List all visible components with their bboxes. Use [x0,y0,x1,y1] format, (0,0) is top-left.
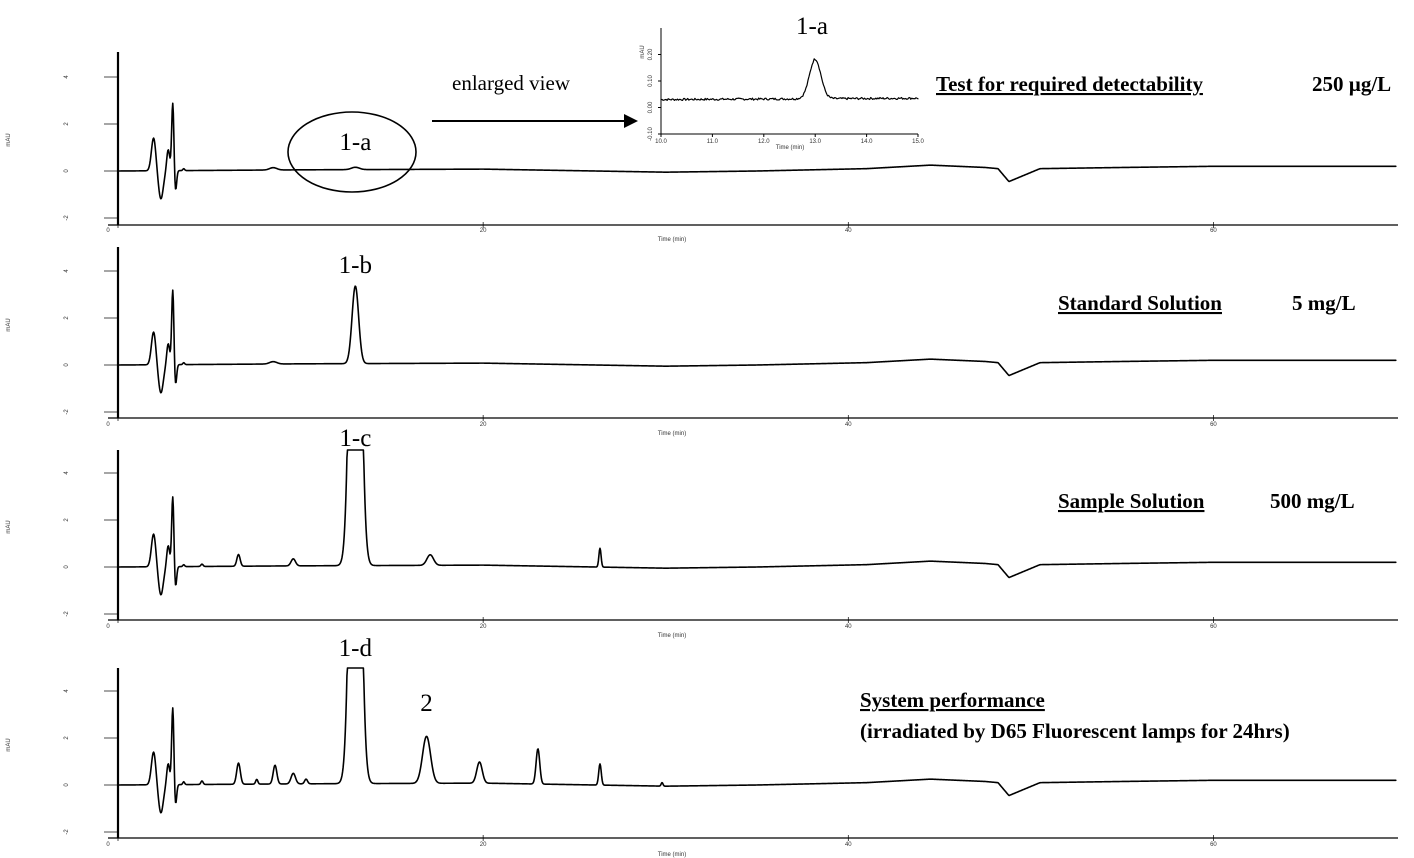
x-tick-label: 0 [106,624,110,630]
x-tick-label: 60 [1210,228,1217,234]
panel-concentration: 250 µg/L [1312,72,1391,96]
peak-1a-circle [287,111,417,193]
peak-label: 1-b [339,252,372,279]
peak-label: 1-c [339,425,371,452]
x-tick-label: 0 [106,422,110,428]
inset-y-axis-title: mAU [640,45,646,58]
x-tick-label: 0 [106,842,110,848]
panel-subtitle: (irradiated by D65 Fluorescent lamps for… [860,719,1290,743]
inset-x-tick-label: 15.0 [912,139,924,145]
inset-y-tick-label: 0.10 [648,75,654,87]
y-tick-label: 0 [64,783,70,787]
x-tick-label: 0 [106,228,110,234]
chromatogram-trace [117,102,1397,200]
y-tick-label: -2 [64,829,70,835]
panel-title: Sample Solution [1058,489,1205,513]
x-tick-label: 20 [480,228,487,234]
y-tick-label: -2 [64,611,70,617]
x-tick-label: 60 [1210,624,1217,630]
enlarged-view-arrow-head [624,114,638,128]
y-tick-label: 2 [64,736,70,740]
y-tick-label: 2 [64,518,70,522]
y-tick-label: 2 [64,122,70,126]
panel-sample: Sample Solution 500 mg/L -2 0 2 4 mAU 0 20 40 60… [6,425,1398,639]
panel-standard: Standard Solution 5 mg/L -2 0 2 4 mAU 0 20 40 60… [6,247,1398,437]
panel-title: Standard Solution [1058,291,1222,315]
x-axis-title: Time (min) [658,431,686,437]
x-tick-label: 40 [845,842,852,848]
peak-label: 1-a [339,129,371,156]
x-tick-label: 20 [480,842,487,848]
inset-x-axis-title: Time (min) [776,145,804,151]
chromatogram-trace [117,667,1397,814]
inset-x-tick-label: 13.0 [809,139,821,145]
x-axis-title: Time (min) [658,852,686,858]
panel-concentration: 5 mg/L [1292,291,1356,315]
peak-label: 1-d [339,635,373,662]
panel-concentration: 500 mg/L [1270,489,1355,513]
inset-trace [660,58,919,102]
y-tick-label: 4 [64,75,70,79]
y-axis-title: mAU [6,318,12,331]
x-tick-label: 40 [845,228,852,234]
y-axis-title: mAU [6,520,12,533]
x-tick-label: 20 [480,624,487,630]
inset-title: 1-a [796,13,828,40]
panel-detectability: Test for required detectability 250 µg/L… [6,52,1398,243]
y-axis-title: mAU [6,133,12,146]
enlarged-view-annotation: enlarged view [287,71,638,193]
chromatogram-trace [117,285,1397,394]
y-tick-label: -2 [64,409,70,415]
x-axis-title: Time (min) [658,633,686,639]
y-tick-label: 4 [64,269,70,273]
panel-title: Test for required detectability [936,72,1203,96]
inset-x-tick-label: 12.0 [758,139,770,145]
inset-x-tick-label: 14.0 [861,139,873,145]
peak-label: 2 [420,690,433,717]
inset-y-tick-label: 0.20 [648,48,654,60]
y-tick-label: 0 [64,169,70,173]
inset-x-tick-label: 10.0 [655,139,667,145]
chromatogram-trace [117,449,1397,596]
inset-x-tick-label: 11.0 [707,139,719,145]
x-tick-label: 40 [845,624,852,630]
inset-y-tick-label: -0.10 [648,127,654,141]
inset-y-tick-label: 0.00 [648,101,654,113]
y-axis-title: mAU [6,738,12,751]
y-tick-label: 4 [64,689,70,693]
x-tick-label: 40 [845,422,852,428]
enlarged-view-label: enlarged view [452,71,571,95]
panel-system-performance: System performance (irradiated by D65 Fl… [6,635,1398,858]
y-tick-label: 0 [64,565,70,569]
y-tick-label: 0 [64,363,70,367]
x-tick-label: 60 [1210,842,1217,848]
y-tick-label: 4 [64,471,70,475]
x-tick-label: 20 [480,422,487,428]
x-axis-title: Time (min) [658,237,686,243]
x-tick-label: 60 [1210,422,1217,428]
y-tick-label: 2 [64,316,70,320]
panel-title: System performance [860,688,1045,712]
y-tick-label: -2 [64,215,70,221]
